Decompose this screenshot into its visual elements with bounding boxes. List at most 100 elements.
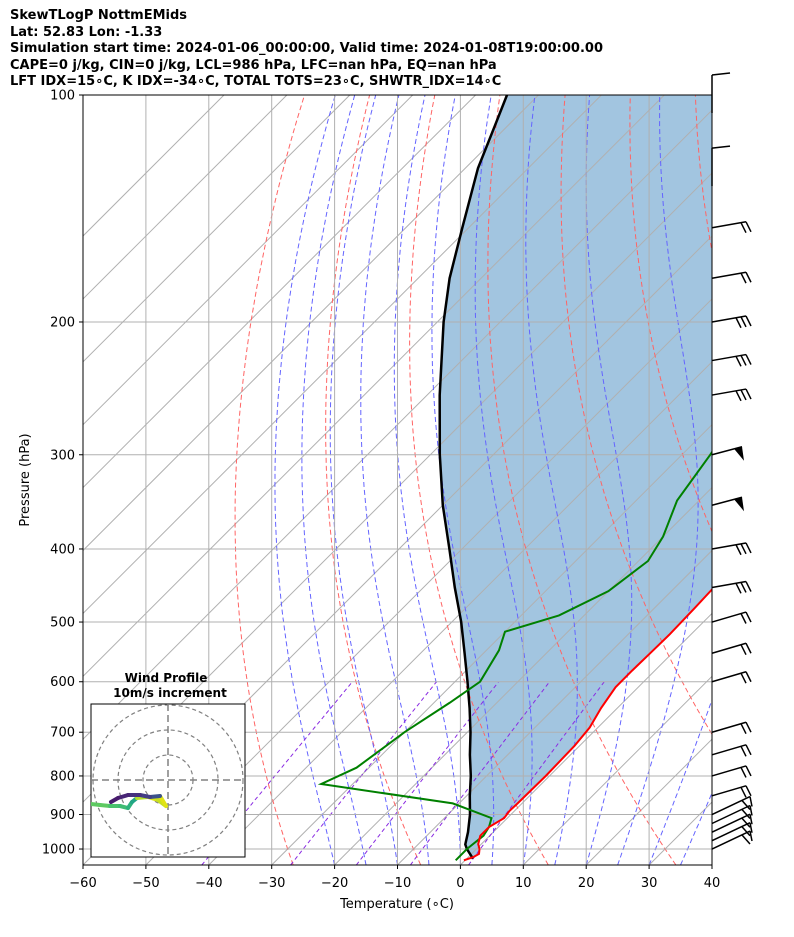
wind-barb-pennant xyxy=(734,497,744,512)
wind-barb xyxy=(711,804,753,825)
wind-barb-feather xyxy=(741,808,751,819)
moist-adiabat-line xyxy=(711,863,712,865)
moist-adiabat-line xyxy=(431,95,495,865)
wind-barb-shaft xyxy=(711,221,747,229)
isotherm-line xyxy=(145,298,712,865)
wind-barb-feather xyxy=(740,355,747,366)
wind-barb-feather xyxy=(749,796,753,807)
wind-barb-feather xyxy=(740,745,747,757)
y-tick-label: 600 xyxy=(50,675,75,690)
moist-adiabat-line xyxy=(301,95,367,865)
wind-barb-shaft xyxy=(711,542,747,550)
wind-barb-shaft xyxy=(711,611,747,623)
wind-barb-feather xyxy=(740,613,747,624)
wind-barb-feather xyxy=(740,723,747,735)
wind-barb-feather xyxy=(741,834,751,845)
wind-barb-feather xyxy=(749,822,753,833)
x-tick-label: −40 xyxy=(195,876,222,891)
wind-barb-feather xyxy=(745,271,752,283)
temperature-line xyxy=(463,587,712,862)
wind-barb-feather xyxy=(745,315,752,327)
wind-barb-shaft xyxy=(711,388,747,396)
x-tick-label: −20 xyxy=(321,876,348,891)
wind-barb-shaft xyxy=(711,785,747,797)
wind-barb-shaft xyxy=(711,830,751,850)
isotherm-line xyxy=(83,95,414,426)
moist-adiabat-line xyxy=(360,95,430,865)
wind-barb xyxy=(711,765,752,778)
isotherm-line xyxy=(711,864,712,865)
mixing-ratio-line xyxy=(468,681,605,865)
wind-barb-feather xyxy=(745,221,752,233)
wind-barb-feather xyxy=(745,388,752,400)
wind-barb xyxy=(711,611,752,624)
y-tick-label: 400 xyxy=(50,542,75,557)
wind-barb-shaft xyxy=(711,315,747,323)
parcel-profile-line xyxy=(438,95,509,860)
wind-barb-feather xyxy=(740,316,747,328)
wind-barb xyxy=(711,221,752,233)
dewpoint-line xyxy=(317,450,712,862)
moist-adiabat-line xyxy=(680,791,712,865)
wind-barb-feather xyxy=(749,814,753,825)
wind-barb-feather xyxy=(745,642,752,654)
wind-barb-feather xyxy=(711,72,731,76)
dry-adiabat-line xyxy=(234,95,305,865)
isotherm-line xyxy=(83,95,476,489)
wind-barb xyxy=(711,271,752,284)
wind-barb-feather xyxy=(740,786,747,798)
wind-barb-shaft xyxy=(711,271,747,279)
station-title: SkewTLogP NottmEMids xyxy=(10,8,188,23)
isotherm-line xyxy=(522,675,712,865)
x-tick-label: 0 xyxy=(456,876,464,891)
dry-adiabat-line xyxy=(409,95,549,865)
isotherm-line xyxy=(83,109,712,740)
x-tick-label: −50 xyxy=(132,876,159,891)
wind-barb-feather xyxy=(740,582,747,593)
isotherm-line xyxy=(83,95,225,237)
y-tick-label: 900 xyxy=(50,808,75,823)
wind-barb-feather xyxy=(711,145,731,149)
cin-shading xyxy=(439,95,712,861)
wind-barb-feather xyxy=(735,317,742,329)
moist-adiabat-line xyxy=(329,95,398,865)
wind-barb-feather xyxy=(740,272,747,284)
mixing-ratio-line xyxy=(290,681,437,865)
wind-barb-feather xyxy=(740,222,747,233)
wind-barb-feather xyxy=(745,721,752,733)
isotherm-line xyxy=(83,95,602,615)
wind-barb xyxy=(711,785,752,798)
wind-barb-shaft xyxy=(711,642,747,654)
moist-adiabat-line xyxy=(585,95,633,865)
y-tick-label: 300 xyxy=(50,448,75,463)
moist-adiabat-line xyxy=(648,698,712,865)
wind-barb-feather xyxy=(735,390,742,402)
wind-barb-shaft xyxy=(711,744,747,756)
y-tick-label: 200 xyxy=(50,315,75,330)
isotherm-line xyxy=(83,95,351,363)
wind-barb-shaft xyxy=(711,822,751,842)
wind-barb-feather xyxy=(741,800,751,811)
y-tick-label: 100 xyxy=(50,89,75,104)
wind-barb-feather xyxy=(745,785,752,797)
wind-barb-feather xyxy=(740,767,747,778)
wind-barb xyxy=(711,496,744,512)
wind-barb xyxy=(711,795,753,816)
wind-barb-shaft xyxy=(711,671,747,683)
wind-barb xyxy=(711,822,753,842)
dry-adiabat-line xyxy=(560,95,712,736)
inset-title: Wind Profile xyxy=(125,671,208,685)
x-tick-label: −30 xyxy=(258,876,285,891)
wind-barb xyxy=(711,542,752,556)
y-tick-label: 500 xyxy=(50,616,75,631)
wind-barb-feather xyxy=(735,544,742,556)
wind-barb xyxy=(711,671,752,684)
y-tick-label: 700 xyxy=(50,726,75,741)
y-tick-label: 800 xyxy=(50,769,75,784)
inset-subtitle: 10m/s increment xyxy=(113,686,227,700)
y-tick-label: 1000 xyxy=(42,843,75,858)
wind-barb xyxy=(711,744,752,757)
wind-barb-feather xyxy=(749,830,753,842)
convective-indices: CAPE=0 j/kg, CIN=0 j/kg, LCL=986 hPa, LF… xyxy=(10,57,497,73)
isotherm-line xyxy=(397,549,712,865)
